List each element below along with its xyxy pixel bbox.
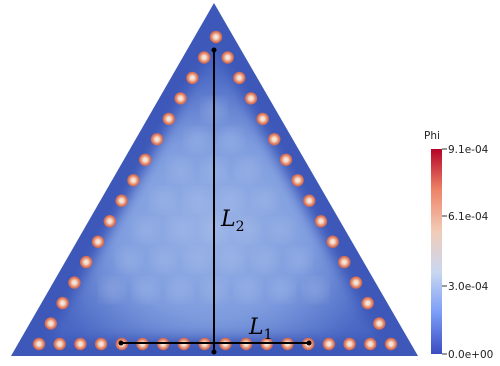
interior-blob xyxy=(236,158,260,182)
l1-left-endpoint xyxy=(118,340,124,346)
interior-blob xyxy=(168,218,192,242)
l2-label-main: L xyxy=(220,207,236,232)
interior-blob xyxy=(185,128,209,152)
interior-blob xyxy=(151,188,175,212)
source-dot-left xyxy=(139,153,152,166)
source-dot-left xyxy=(103,215,117,228)
source-dot-right xyxy=(233,71,246,85)
source-dot-right xyxy=(256,112,269,126)
source-dot-left xyxy=(115,194,128,207)
source-dot-right xyxy=(384,337,398,351)
source-dot-left xyxy=(127,174,140,187)
source-dot-left xyxy=(44,317,57,330)
interior-blob xyxy=(168,158,192,182)
source-dot-bottom xyxy=(364,337,377,351)
colorbar: Phi 9.1e-04 6.1e-04 3.0e-04 0.0e+00 xyxy=(424,130,493,361)
interior-blob xyxy=(270,218,294,242)
interior-blob xyxy=(117,248,141,272)
interior-blob xyxy=(185,188,209,212)
interior-blob xyxy=(219,188,243,212)
interior-blob xyxy=(100,278,124,302)
l1-label-main: L xyxy=(248,315,264,340)
source-dot-bottom xyxy=(94,337,108,351)
source-dot-right xyxy=(279,153,293,166)
interior-blob xyxy=(185,248,209,272)
source-dot-left xyxy=(150,133,164,146)
l1-right-endpoint xyxy=(306,340,312,346)
interior-blob xyxy=(253,248,277,272)
interior-blob xyxy=(236,278,260,302)
source-dot-right xyxy=(244,92,258,105)
l1-label-sub: 1 xyxy=(264,327,273,343)
source-dot-left xyxy=(56,296,69,310)
source-dot-bottom xyxy=(53,337,66,351)
interior-blob xyxy=(270,278,294,302)
interior-blob xyxy=(253,188,277,212)
colorbar-gradient xyxy=(431,149,442,354)
colorbar-tick-min: 0.0e+00 xyxy=(448,349,493,361)
source-dot-left xyxy=(209,30,223,44)
interior-blob xyxy=(219,128,243,152)
source-dot-left xyxy=(174,92,187,105)
l2-label-sub: 2 xyxy=(236,219,245,235)
source-dot-left xyxy=(186,71,199,85)
source-dot-left xyxy=(80,255,93,269)
source-dot-left xyxy=(32,337,46,351)
source-dot-left xyxy=(198,51,211,64)
interior-blob xyxy=(151,248,175,272)
measurement-lines xyxy=(118,47,312,355)
interior-blob xyxy=(168,278,192,302)
l2-bottom-endpoint xyxy=(211,349,217,355)
l1-label: L1 xyxy=(248,315,273,343)
source-dot-right xyxy=(291,174,304,187)
source-dot-bottom xyxy=(74,337,87,351)
source-dot-right xyxy=(221,51,234,64)
source-dot-bottom xyxy=(322,337,336,351)
interior-blob xyxy=(236,218,260,242)
interior-blob xyxy=(134,218,158,242)
interior-blob xyxy=(134,278,158,302)
colorbar-title: Phi xyxy=(424,130,440,142)
source-dot-left xyxy=(68,276,81,289)
source-dot-right xyxy=(303,194,316,207)
interior-blob xyxy=(287,248,311,272)
source-dot-right xyxy=(268,133,281,146)
source-dot-left xyxy=(162,112,175,126)
colorbar-tick-max: 9.1e-04 xyxy=(448,144,489,156)
source-dot-right xyxy=(326,235,339,248)
l2-label: L2 xyxy=(220,207,245,235)
source-dot-bottom xyxy=(343,337,356,351)
source-dot-right xyxy=(314,215,328,228)
interior-blob xyxy=(219,248,243,272)
source-dot-right xyxy=(373,317,386,330)
colorbar-tick-high: 6.1e-04 xyxy=(448,211,489,223)
colorbar-ticks xyxy=(442,148,447,355)
source-dot-left xyxy=(91,235,105,248)
colorbar-tick-low: 3.0e-04 xyxy=(448,281,489,293)
boundary-sources xyxy=(32,30,398,351)
source-dot-right xyxy=(338,255,351,269)
l2-top-endpoint xyxy=(211,47,217,53)
source-dot-right xyxy=(361,296,374,310)
source-dot-right xyxy=(349,276,363,289)
interior-blobs xyxy=(100,98,328,302)
interior-blob xyxy=(304,278,328,302)
